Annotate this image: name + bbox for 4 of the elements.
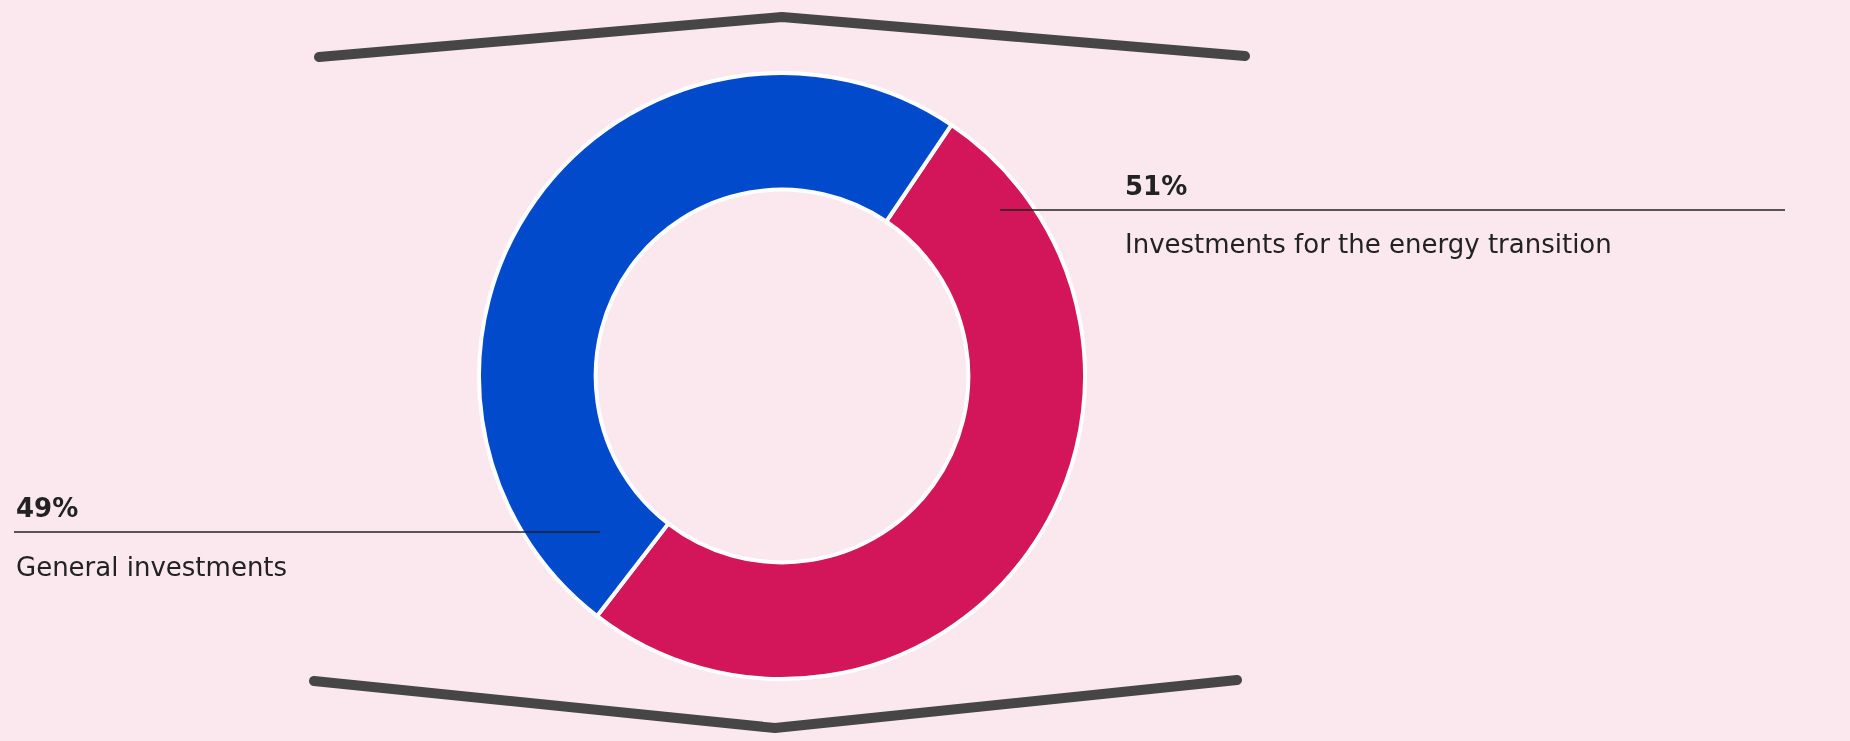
data-label: 51%	[1125, 171, 1188, 201]
data-label: 49%	[16, 493, 79, 523]
slice-label: Investments for the energy transition	[1125, 229, 1612, 259]
slice-label: General investments	[16, 552, 288, 582]
